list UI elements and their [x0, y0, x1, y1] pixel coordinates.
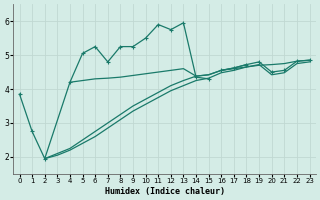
X-axis label: Humidex (Indice chaleur): Humidex (Indice chaleur): [105, 187, 225, 196]
